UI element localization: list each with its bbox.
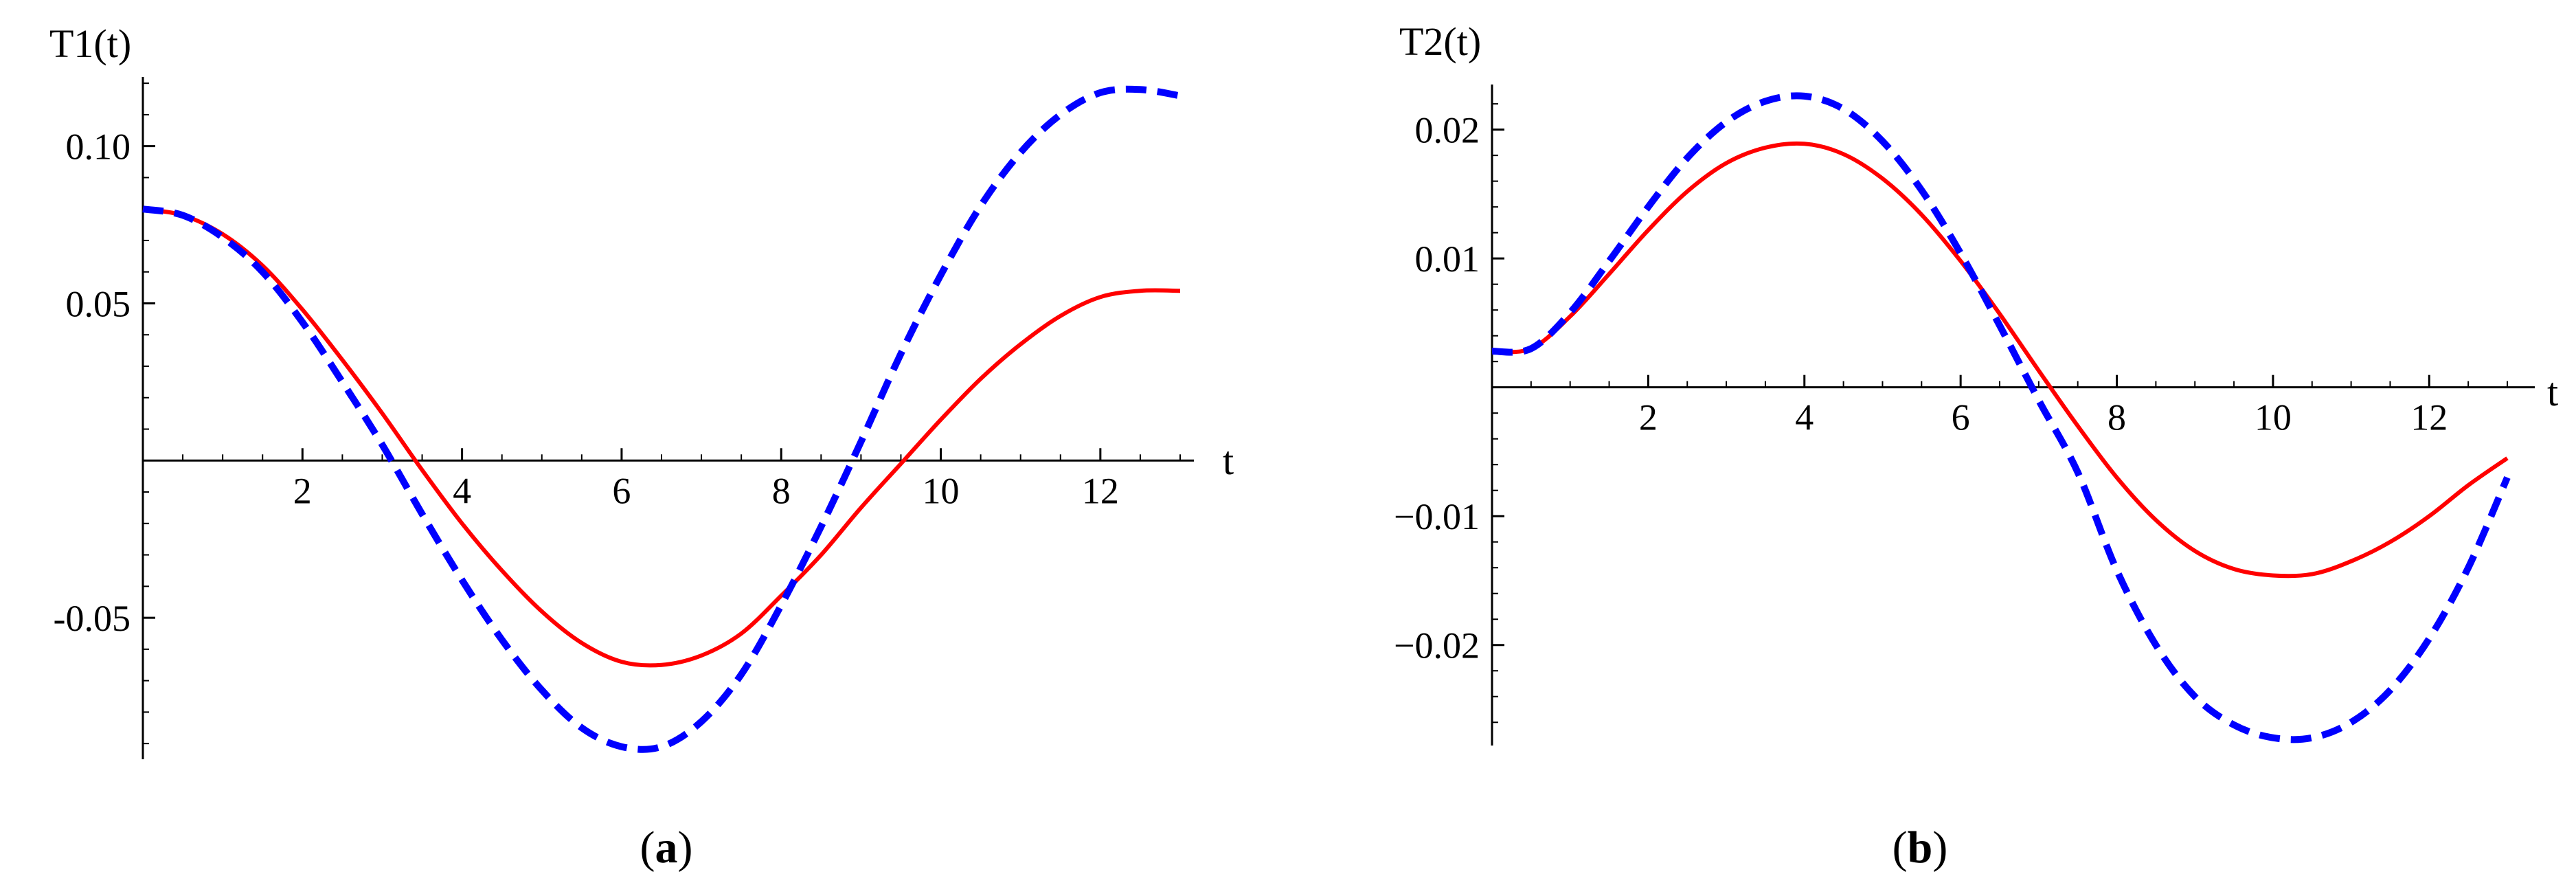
panel-b-x-tick-label: 8 [2108, 397, 2126, 438]
panel-b-y-tick-label: −0.02 [1394, 625, 1480, 667]
panel-a-y-tick-label: -0.05 [54, 598, 131, 639]
panel-a: 2 4 6 8 10 12 -0.05 0.05 0.10 T1(t) t (a) [49, 21, 1234, 873]
panel-b-caption-letter: b [1908, 822, 1933, 873]
panel-b-y-tick-label: 0.02 [1415, 110, 1480, 151]
panel-b-series-dashed-blue [1491, 92, 2511, 743]
panel-b-ylabel: T2(t) [1399, 19, 1481, 64]
panel-a-x-tick-label: 6 [612, 470, 631, 511]
panel-a-ylabel: T1(t) [49, 21, 131, 66]
panel-a-y-tick-label: 0.10 [66, 126, 131, 168]
panel-b-x-tick-label: 12 [2410, 397, 2448, 438]
panel-b-xlabel: t [2547, 370, 2558, 414]
panel-a-xlabel: t [1223, 438, 1234, 483]
panel-a-series-dashed-blue [142, 85, 1181, 753]
panel-b-caption-open: ( [1893, 822, 1908, 873]
panel-b-caption: (b) [1893, 822, 1948, 873]
panel-a-plot: 2 4 6 8 10 12 -0.05 0.05 0.10 [54, 77, 1194, 759]
panel-a-x-tick-label: 8 [772, 470, 791, 511]
panel-a-caption: (a) [640, 822, 693, 873]
panel-a-x-tick-label: 10 [923, 470, 960, 511]
panel-a-y-tick-label: 0.05 [66, 283, 131, 324]
panel-a-caption-close: ) [678, 822, 693, 873]
panel-b-x-tick-label: 2 [1639, 397, 1658, 438]
panel-b-x-tick-label: 10 [2255, 397, 2292, 438]
panel-b-series-solid-red [1491, 141, 2509, 579]
panel-b-x-tick-label: 6 [1952, 397, 1970, 438]
panel-b-x-tick-label: 4 [1795, 397, 1814, 438]
panel-a-caption-letter: a [655, 822, 678, 873]
panel-b: 2 4 6 8 10 12 −0.02 −0.01 0.01 0.02 T2(t) t (b) [1394, 19, 2558, 873]
panel-a-x-tick-label: 12 [1082, 470, 1119, 511]
panel-a-x-tick-label: 2 [293, 470, 312, 511]
panel-a-x-tick-label: 4 [453, 470, 471, 511]
panel-a-caption-open: ( [640, 822, 655, 873]
panel-b-y-tick-label: −0.01 [1394, 496, 1480, 537]
panel-b-y-tick-label: 0.01 [1415, 238, 1480, 280]
panel-b-plot: 2 4 6 8 10 12 −0.02 −0.01 0.01 0.02 [1394, 85, 2535, 746]
panel-a-series-solid-red [142, 207, 1181, 668]
panel-b-caption-close: ) [1932, 822, 1947, 873]
